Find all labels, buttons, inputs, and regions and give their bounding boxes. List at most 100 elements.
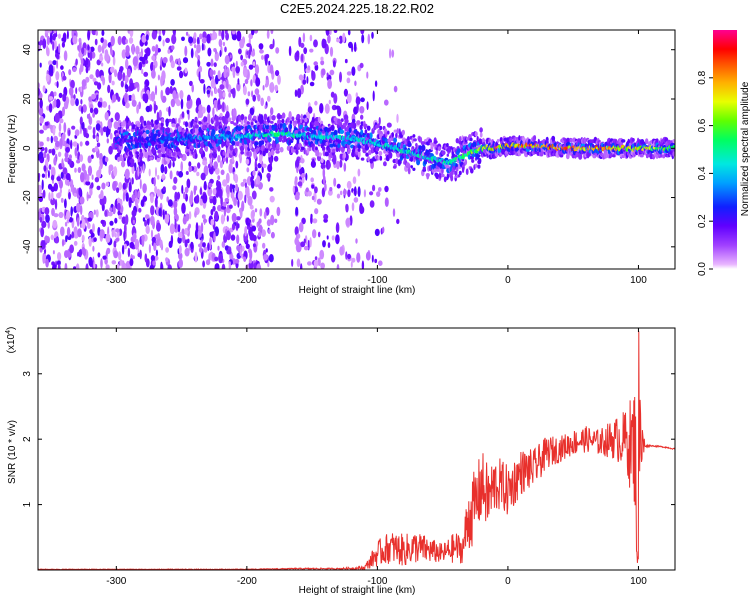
spectrogram-cell (39, 129, 44, 134)
spectrogram-cell (126, 128, 131, 132)
spectrogram-cell (96, 59, 101, 66)
spectrogram-cell (61, 239, 65, 247)
spectrogram-cell (435, 173, 440, 180)
spectrogram-cell (64, 157, 69, 163)
spectrogram-cell (214, 210, 219, 221)
spectrogram-cell (87, 125, 92, 130)
spectrogram-cell (157, 144, 162, 149)
spectrogram-cell (312, 218, 318, 224)
spectrogram-cell (214, 48, 217, 55)
spectrogram-cell (154, 119, 159, 125)
spectrogram-cell (314, 256, 318, 261)
spectrogram-cell (310, 213, 313, 219)
spectrogram-cell (252, 234, 257, 242)
spectrogram-cell (254, 64, 260, 75)
spectrogram-cell (155, 238, 160, 247)
spectrogram-cell (363, 189, 366, 198)
spectrogram-cell (188, 211, 192, 220)
snr-y-axis-label: SNR (10 * v/v) (7, 420, 18, 484)
spectrogram-cell (324, 182, 327, 192)
spectrogram-cell (268, 228, 271, 235)
spectrogram-cell (211, 128, 216, 136)
spectrogram-cell (366, 101, 369, 110)
spectrogram-cell (117, 96, 121, 102)
spectrogram-cell (283, 135, 287, 143)
spectrogram-cell (235, 183, 239, 192)
spectrogram-cell (179, 126, 183, 132)
spectrogram-cell (85, 140, 90, 146)
spectrogram-cell (277, 119, 282, 124)
spectrogram-cell (101, 182, 106, 190)
spectrogram-cell (105, 264, 110, 269)
spectrogram-cell (121, 35, 127, 45)
spectrogram-cell (219, 112, 223, 118)
spectrogram-cell (151, 147, 156, 154)
spectrogram-cell (231, 192, 235, 202)
spectrogram-cell (288, 111, 292, 121)
spectrogram-cell (100, 127, 104, 136)
spectrogram-cell (111, 260, 117, 265)
spectrogram-cell (93, 81, 99, 86)
spectrogram-cell (415, 143, 418, 147)
spectrogram-cell (226, 72, 230, 77)
spectrogram-cell (262, 242, 266, 249)
spectrogram-cell (80, 63, 84, 73)
spectrogram-cell (89, 107, 94, 114)
spectrogram-cell (464, 159, 468, 166)
spectrogram-cell (184, 186, 189, 194)
spectrogram-cell (367, 33, 371, 45)
spectrogram-cell (59, 137, 63, 148)
spectrogram-cell (129, 241, 135, 249)
spectrogram-cell (329, 69, 335, 76)
spectrogram-cell (221, 241, 226, 248)
spectrogram-cell (201, 42, 204, 51)
spectrogram-cell (125, 192, 129, 202)
spectrogram-cell (214, 88, 218, 94)
spectrogram-cell (100, 189, 104, 200)
spectrogram-cell (202, 193, 208, 204)
spectrogram-cell (303, 245, 309, 251)
spectrogram-cell (66, 226, 71, 237)
spectrogram-cell (80, 172, 85, 183)
spectrogram-cell (267, 261, 270, 268)
spectrogram-cell (139, 151, 144, 158)
spectrogram-cell (52, 40, 55, 51)
spectrogram-cell (164, 213, 170, 224)
spectrogram-cell (254, 120, 258, 124)
spectrogram-cell (323, 218, 328, 223)
spectrogram-cell (213, 161, 218, 170)
spectrogram-cell (313, 259, 319, 268)
spectrogram-cell (214, 256, 219, 262)
spectrogram-cell (231, 140, 236, 146)
spectrogram-cell (64, 221, 68, 227)
spectrogram-cell (150, 215, 155, 226)
spectrogram-cell (297, 181, 303, 187)
spectrogram-cell (158, 122, 162, 127)
spectrogram-cell (235, 66, 240, 74)
spectrogram-cell (64, 198, 67, 209)
spectrogram-cell (271, 115, 276, 121)
spectrogram-cell (202, 242, 206, 248)
spectrogram-cell (266, 30, 270, 39)
spectrogram-cell (336, 183, 341, 189)
spectrogram-cell (339, 246, 344, 256)
spectrogram-cell (167, 199, 173, 207)
spectrogram-cell (305, 187, 309, 193)
spectrogram-cell (100, 37, 104, 43)
spectrogram-cell (68, 154, 72, 160)
spectrogram-cell (220, 169, 225, 176)
spectrogram-cell (225, 172, 230, 184)
spectrogram-cell (314, 208, 319, 215)
spectrogram-cell (125, 58, 129, 70)
spectrogram-cell (158, 109, 162, 118)
spectrogram-cell (479, 132, 483, 138)
spectrogram-cell (294, 89, 298, 97)
spectrogram-cell (175, 99, 181, 107)
spectrogram-cell (326, 72, 329, 77)
spectrogram-cell (307, 65, 311, 71)
spectrogram-cell (314, 64, 319, 71)
spectrogram-cell (357, 168, 361, 177)
spectrogram-cell (152, 260, 156, 266)
spectrogram-cell (104, 210, 108, 217)
spectrogram-cell (100, 121, 103, 129)
